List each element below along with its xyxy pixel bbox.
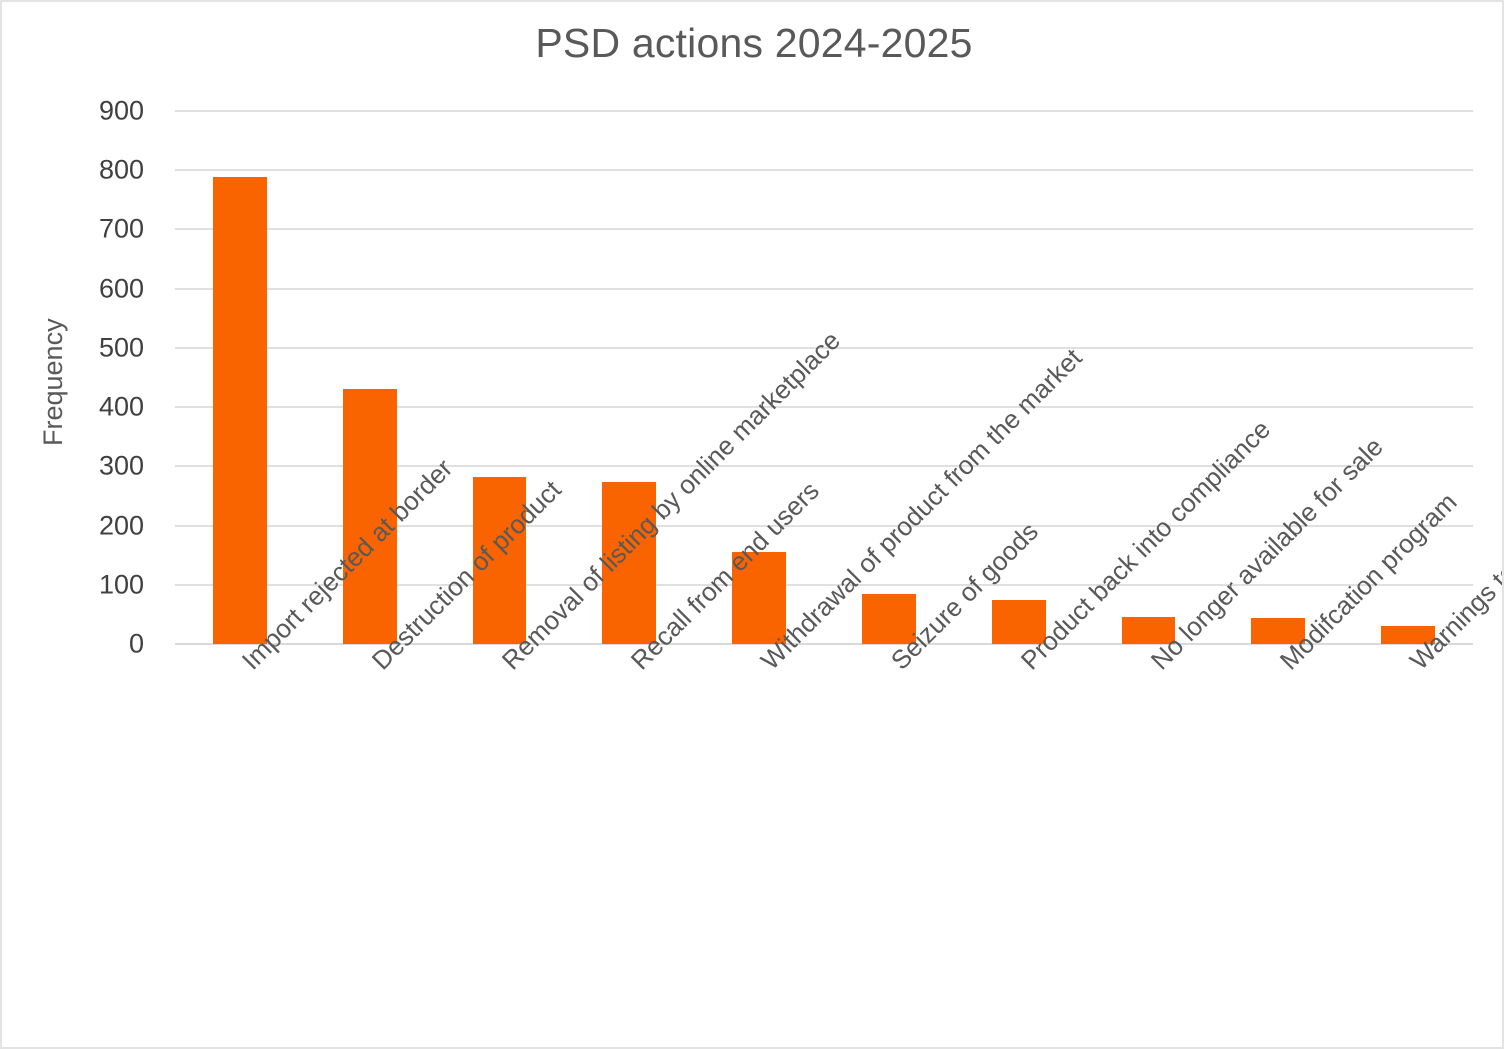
y-axis-tick-label: 500 <box>98 332 144 363</box>
y-axis-tick-label: 600 <box>98 273 144 304</box>
gridline <box>175 643 1473 645</box>
gridline <box>175 465 1473 468</box>
y-axis-tick-label: 300 <box>98 450 144 481</box>
x-axis-tick-label: Warnings to consumers <box>1403 462 1504 676</box>
x-axis-tick-label: Seizure of goods <box>884 516 1044 676</box>
bar[interactable] <box>991 599 1046 644</box>
bar[interactable] <box>732 552 787 644</box>
y-axis-tick-label: 400 <box>98 391 144 422</box>
bar[interactable] <box>1381 626 1436 644</box>
bar-series <box>175 111 1473 644</box>
bar[interactable] <box>212 177 267 644</box>
x-axis-tick-label: Withdrawal of product from the market <box>754 342 1088 676</box>
bar[interactable] <box>1121 616 1176 644</box>
y-axis-tick-label: 700 <box>98 213 144 244</box>
y-axis-tick-label: 200 <box>98 510 144 541</box>
y-axis-tick-label: 0 <box>128 628 144 659</box>
plot-area <box>175 110 1473 645</box>
gridline <box>175 169 1473 172</box>
y-axis-tick-label: 800 <box>98 154 144 185</box>
x-axis-tick-label: No longer available for sale <box>1144 431 1389 676</box>
chart-title: PSD actions 2024-2025 <box>535 20 973 66</box>
x-axis-tick-label: Removal of listing by online marketplace <box>495 325 846 676</box>
gridline <box>175 406 1473 409</box>
bar[interactable] <box>472 477 527 644</box>
x-axis-tick-label: Recall from end users <box>625 475 826 676</box>
bar[interactable] <box>342 389 397 644</box>
gridline <box>175 228 1473 231</box>
y-axis-tick-labels: 0 100 200 300 400 500 600 700 800 900 <box>2 96 162 659</box>
x-axis-tick-label: Product back into compliance <box>1014 414 1276 676</box>
bar[interactable] <box>602 482 657 644</box>
gridline <box>175 110 1473 112</box>
bar[interactable] <box>1251 617 1306 644</box>
x-axis-tick-label: Destruction of product <box>365 474 567 676</box>
x-axis-tick-label: Import rejected at border <box>235 452 459 676</box>
gridline <box>175 287 1473 290</box>
y-axis-tick-label: 100 <box>98 569 144 600</box>
gridline <box>175 524 1473 527</box>
gridline <box>175 346 1473 349</box>
gridline <box>175 583 1473 586</box>
y-axis-tick-label: 900 <box>98 95 144 126</box>
bar[interactable] <box>861 594 916 644</box>
x-axis-tick-label: Modifcation program <box>1274 486 1463 676</box>
